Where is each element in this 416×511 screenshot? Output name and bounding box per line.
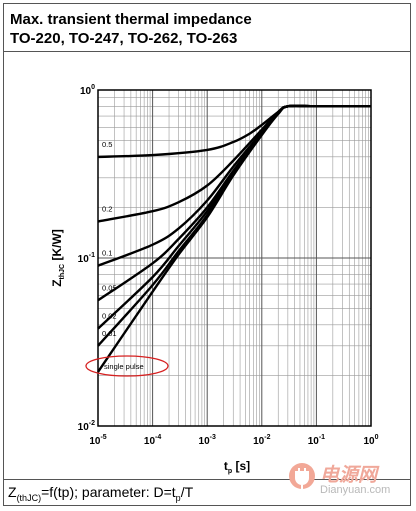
x-tick-exp: -3 [210,434,216,441]
y-tick-base: 10 [80,86,92,97]
y-axis-sub: thJC [59,264,66,280]
x-tick-label-4: 10-1 [308,434,325,447]
x-tick-base: 10 [199,436,211,447]
x-tick-label-5: 100 [363,434,378,447]
series-line-2 [97,104,371,267]
x-axis-sub: p [228,468,232,475]
x-tick-base: 10 [144,436,156,447]
x-tick-base: 10 [308,436,320,447]
plot-area [97,89,372,427]
figure-frame: Max. transient thermal impedance TO-220,… [3,3,411,506]
x-tick-exp: -2 [264,434,270,441]
y-tick-exp: -1 [89,252,95,259]
series-group [97,104,371,373]
x-axis-main: t [224,459,228,473]
single-pulse-highlight [85,355,169,377]
grid-major [98,90,371,426]
x-tick-base: 10 [363,436,375,447]
caption-mid: =f(tp); parameter: D=t [41,484,176,500]
caption-end: /T [180,484,194,500]
x-axis-unit: [s] [232,459,250,473]
y-tick-label-2: 10-2 [78,420,95,433]
x-tick-labels: 10-5 10-4 10-3 10-2 10-1 100 [89,434,378,447]
y-tick-exp: 0 [91,84,95,91]
y-tick-exp: -2 [89,420,95,427]
y-tick-base: 10 [78,422,90,433]
x-tick-base: 10 [89,436,101,447]
y-tick-base: 10 [78,254,90,265]
plug-logo-icon [289,463,315,492]
y-tick-label-1: 10-1 [78,252,95,265]
caption-divider [4,479,410,480]
caption-z-sub: (thJC) [16,492,42,503]
series-label-3: 0.05 [102,283,117,292]
x-tick-exp: -5 [100,434,106,441]
header-divider [4,51,410,52]
title-line-1: Max. transient thermal impedance [10,11,252,28]
series-line-3 [97,104,371,302]
watermark-subtext: Dianyuan.com [320,484,391,496]
series-label-6: single pulse [104,362,144,371]
x-tick-exp: -4 [155,434,161,441]
x-tick-label-2: 10-3 [199,434,216,447]
x-axis-label: tp [s] [224,459,250,475]
curve-labels: 0.5 0.2 0.1 0.05 0.02 0.01 single pulse [102,140,144,371]
y-axis-unit: [K/W] [50,229,64,264]
y-tick-label-0: 100 [80,84,95,97]
watermark-text: 电源网 [320,465,378,486]
title-line-2: TO-220, TO-247, TO-262, TO-263 [10,30,238,47]
series-line-0 [97,104,371,159]
y-axis-main: Z [50,279,64,286]
series-label-1: 0.2 [102,204,112,213]
x-tick-label-1: 10-4 [144,434,161,447]
series-label-0: 0.5 [102,140,112,149]
x-tick-base: 10 [253,436,265,447]
series-label-2: 0.1 [102,249,112,258]
series-label-5: 0.01 [102,329,117,338]
chart-title: Max. transient thermal impedance TO-220,… [10,10,252,48]
y-axis-label: ZthJC [K/W] [50,229,66,287]
caption-p-sub: p [175,492,181,503]
series-line-6 [97,104,371,373]
chart-caption: Z(thJC)=f(tp); parameter: D=tp/T [8,484,193,503]
watermark: 电源网 Dianyuan.com [286,460,414,508]
x-tick-exp: -1 [319,434,325,441]
caption-z: Z [8,484,17,500]
series-label-4: 0.02 [102,312,117,321]
x-tick-label-3: 10-2 [253,434,270,447]
x-tick-label-0: 10-5 [89,434,106,447]
x-tick-exp: 0 [375,434,379,441]
